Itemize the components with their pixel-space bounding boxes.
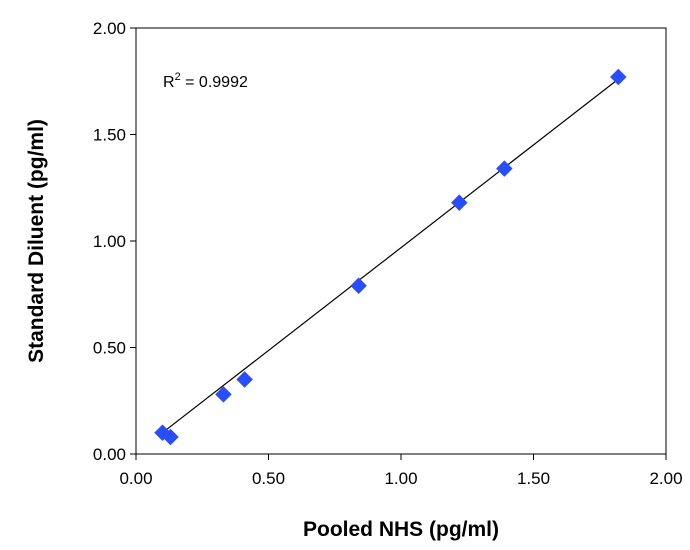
x-tick-label: 0.50 (252, 469, 285, 488)
axes (135, 27, 667, 455)
plot-area-frame (135, 27, 667, 455)
x-tick-label: 2.00 (649, 469, 682, 488)
trendline-layer (162, 78, 619, 434)
y-tick-label: 1.00 (93, 232, 126, 251)
data-point-diamond (609, 68, 627, 86)
x-axis-title: Pooled NHS (pg/ml) (303, 518, 499, 541)
x-tick-label: 1.00 (384, 469, 417, 488)
data-point-diamond (236, 371, 254, 388)
y-tick-label: 0.00 (93, 445, 126, 464)
data-point-diamond (495, 160, 513, 177)
y-axis-title: Standard Diluent (pg/ml) (25, 119, 48, 363)
x-tick-label: 0.00 (119, 469, 152, 488)
data-point-diamond (162, 428, 179, 446)
x-tick-label: 1.50 (517, 469, 550, 488)
data-point-diamond (215, 386, 232, 403)
y-tick-label: 1.50 (93, 126, 126, 145)
y-tick-label: 2.00 (93, 19, 126, 38)
linear-trendline (162, 78, 619, 434)
r-squared-annotation: R2 = 0.9992 (163, 71, 248, 91)
r-squared-superscript: 2 (175, 71, 181, 83)
x-axis-ticks: 0.00 0.50 1.00 1.50 2.00 (119, 454, 683, 488)
y-axis-ticks: 0.00 0.50 1.00 1.50 2.00 (93, 19, 136, 464)
y-tick-label: 0.50 (93, 339, 126, 358)
data-point-diamond (350, 277, 367, 295)
r-squared-base: R (163, 74, 175, 91)
r-squared-value: = 0.9992 (181, 74, 248, 91)
data-points (154, 68, 627, 446)
data-point-diamond (450, 194, 468, 212)
